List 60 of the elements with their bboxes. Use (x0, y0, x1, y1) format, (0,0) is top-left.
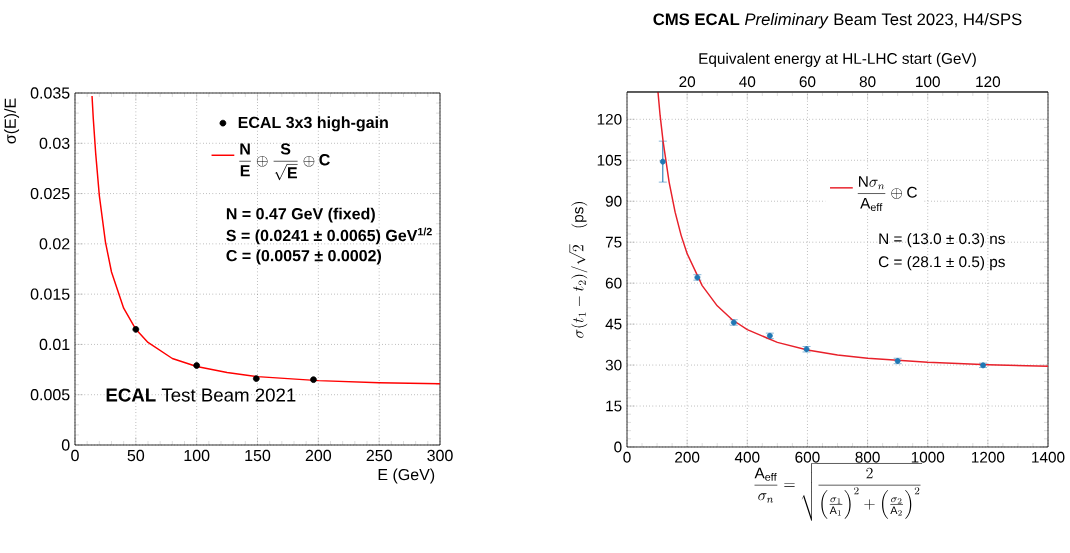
x2-tick-label: 120 (976, 76, 1001, 88)
point (310, 376, 317, 383)
x-tick-label: 150 (245, 449, 271, 462)
y-tick-label: 90 (605, 195, 622, 207)
x-tick-label: 1200 (971, 451, 1005, 463)
x-tick-label: 100 (184, 449, 210, 462)
x-tick-label: 1400 (1032, 451, 1065, 463)
x2-tick-label: 60 (799, 76, 816, 88)
annotation: N = (13.0 ± 0.3) ns (879, 232, 1005, 248)
x2-tick-label: 40 (739, 76, 756, 88)
x-axis-title: $\frac{\mathrm{A_{eff}}}{\sigma_n}=\sqrt{\frac{2}{\left(\frac{\sigma_1}{\mathrm{A}_1}\right)^2+\left(\frac{\sigma_2}{\mathrm{A}_2}\right)^2}}$ (754, 463, 923, 521)
y-axis-title: $\sigma(t_1-t_2)/\sqrt{2}\quad(\mathrm{ps})$ (569, 202, 588, 338)
y-tick-label: 0 (61, 439, 70, 451)
legend-label: $\frac{\mathbf{N}}{\mathbf{E}}\oplus\frac{\mathbf{S}}{\sqrt{\mathbf{E}}}\oplus\mathbf{C}$ (239, 143, 330, 181)
y-tick-label: 105 (597, 154, 622, 166)
point (193, 362, 200, 369)
y-tick-label: 0.015 (30, 288, 70, 300)
x-tick-label: 1000 (911, 451, 945, 463)
y-tick-label: 30 (605, 359, 622, 371)
x-tick-label: 250 (366, 449, 392, 462)
annotation: ECAL Test Beam 2021 (106, 388, 296, 402)
legend-label: ECAL 3x3 high-gain (238, 116, 388, 132)
y-tick-label: 0.02 (39, 238, 70, 250)
y-tick-label: 0.005 (30, 389, 70, 401)
line-series (657, 91, 1049, 367)
x2-tick-label: 80 (859, 76, 876, 88)
x2-tick-label: 20 (679, 76, 696, 88)
annotation: C = (28.1 ± 0.5) ps (878, 255, 1005, 271)
point (132, 326, 140, 333)
y-tick-label: 0.035 (30, 87, 70, 99)
y-tick-label: 0.03 (39, 137, 70, 149)
line-series (91, 95, 440, 385)
legend-label: $\frac{\mathrm{N}\sigma_n}{\mathrm{A_{eff}}}\oplus\mathrm{C}$ (857, 176, 917, 212)
y-tick-label: 60 (605, 277, 622, 289)
y-tick-label: 75 (605, 236, 622, 248)
x-tick-label: 50 (127, 449, 145, 462)
y-tick-label: 0.01 (39, 338, 70, 351)
annotation: C = (0.0057 ± 0.0002) (226, 249, 382, 265)
x-tick-label: 400 (734, 451, 760, 463)
x-tick-label: 600 (795, 451, 820, 463)
x-tick-label: 800 (855, 451, 880, 463)
point (659, 158, 666, 165)
annotation: S = (0.0241 ± 0.0065) GeV$^{1/2}$ (226, 227, 432, 245)
annotation: N = 0.47 GeV (fixed) (226, 207, 375, 223)
x-tick-label: 300 (427, 449, 453, 462)
x-tick-label: 0 (71, 449, 79, 462)
y-tick-label: 0 (614, 441, 622, 453)
x2-tick-label: 100 (916, 76, 940, 88)
y-tick-label: 0.025 (30, 187, 70, 200)
y-tick-label: 45 (605, 318, 622, 330)
x-tick-label: 200 (675, 451, 700, 463)
x-tick-label: 200 (305, 449, 332, 462)
y-tick-label: 120 (597, 113, 622, 125)
x2-axis-title: Equivalent energy at HL-LHC start (GeV) (699, 52, 976, 67)
y-tick-label: 15 (606, 400, 622, 412)
y-axis-title: σ(E)/E (4, 98, 20, 144)
x-axis-title: E (GeV) (378, 468, 435, 484)
x-tick-label: 0 (623, 451, 631, 463)
point (252, 375, 260, 382)
chart-title: CMS ECAL Preliminary Beam Test 2023, H4/SPS (653, 12, 1022, 29)
